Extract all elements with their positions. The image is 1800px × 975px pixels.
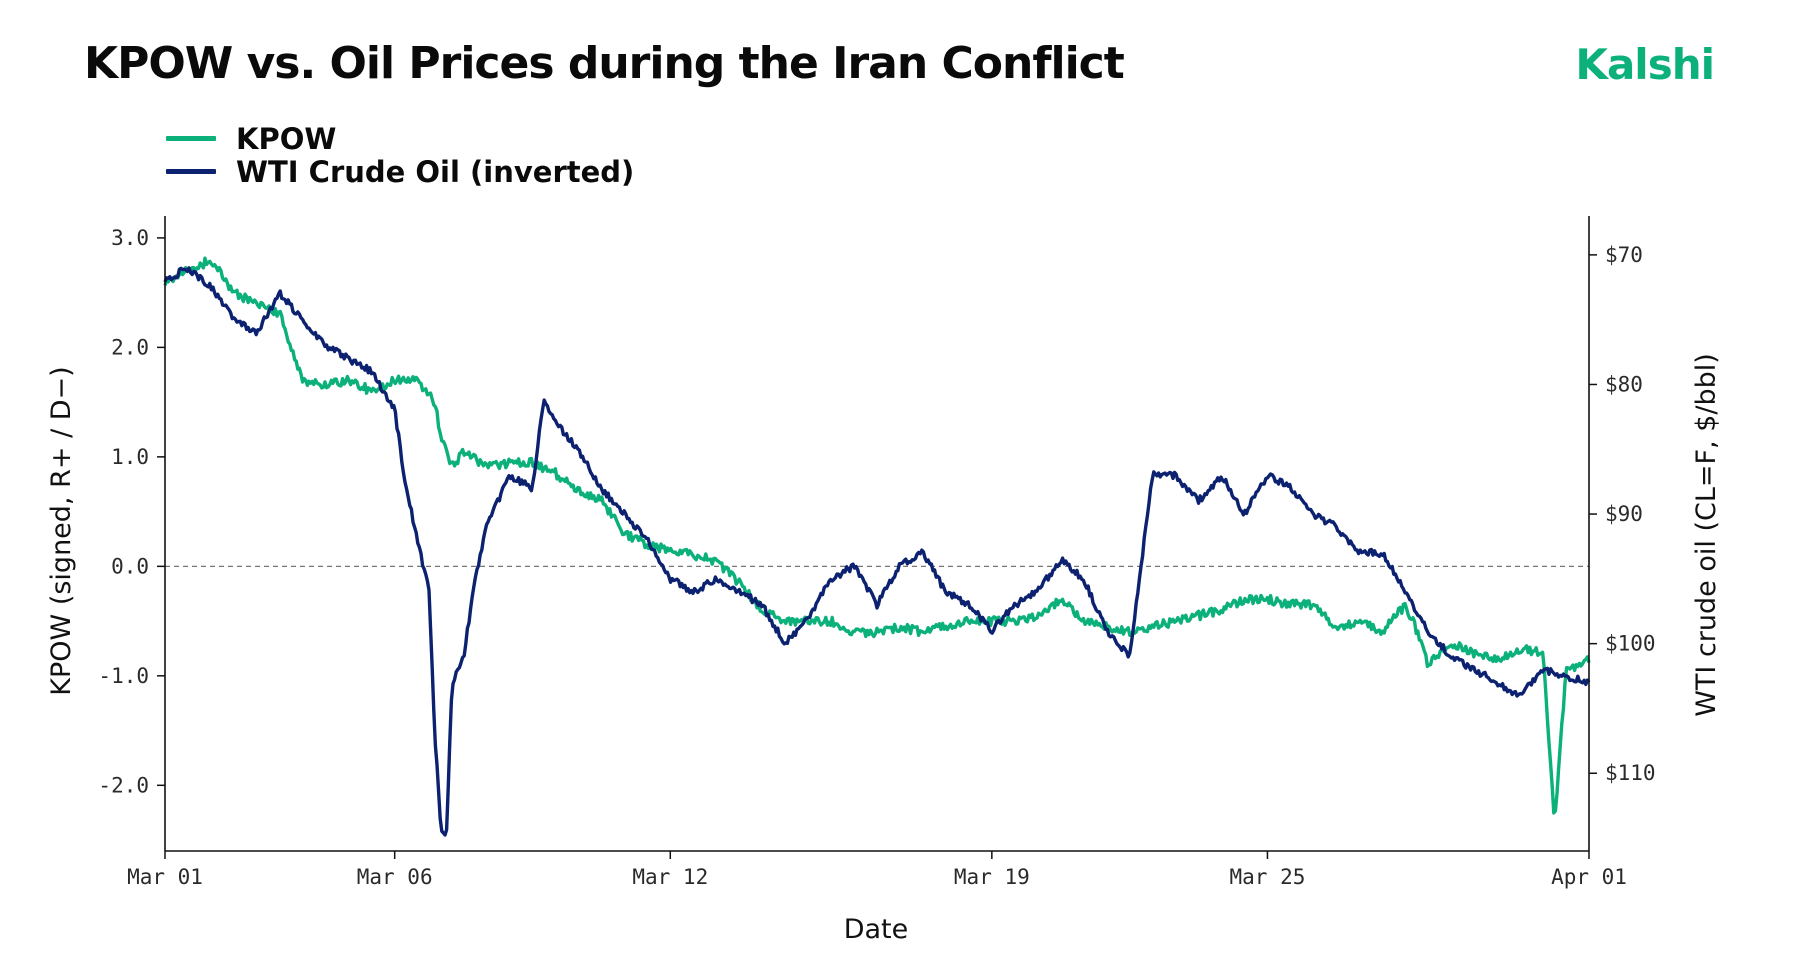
x-tick-label: Mar 25 <box>1230 865 1306 889</box>
legend-swatch-wti <box>166 169 216 174</box>
y2-axis-title: WTI crude oil (CL=F, $/bbl) <box>1691 353 1722 717</box>
y-tick-label: -1.0 <box>98 664 149 688</box>
y2-tick-label: $110 <box>1605 761 1656 785</box>
y2-tick-label: $100 <box>1605 632 1656 656</box>
x-tick-label: Apr 01 <box>1551 865 1627 889</box>
x-axis-title: Date <box>844 914 909 945</box>
legend-item-wti: WTI Crude Oil (inverted) <box>166 154 635 189</box>
legend-item-kpow: KPOW <box>166 121 634 156</box>
legend-label-wti: WTI Crude Oil (inverted) <box>236 154 635 189</box>
series-line-kpow <box>163 256 1591 815</box>
legend-label-kpow: KPOW <box>236 121 337 156</box>
legend-swatch-kpow <box>166 136 216 141</box>
x-tick-label: Mar 19 <box>954 865 1030 889</box>
y2-tick-label: $70 <box>1605 243 1643 267</box>
x-tick-label: Mar 12 <box>632 865 708 889</box>
y-tick-label: 2.0 <box>111 335 149 359</box>
chart-title: KPOW vs. Oil Prices during the Iran Conf… <box>84 38 1125 89</box>
y-tick-label: -2.0 <box>98 773 149 797</box>
brand-logo: Kalshi <box>1575 40 1715 89</box>
x-tick-label: Mar 06 <box>357 865 433 889</box>
legend: KPOW WTI Crude Oil (inverted) <box>166 121 635 189</box>
y-tick-label: 3.0 <box>111 226 149 250</box>
x-tick-label: Mar 01 <box>127 865 203 889</box>
y2-tick-label: $90 <box>1605 502 1643 526</box>
y2-tick-label: $80 <box>1605 372 1643 396</box>
y-tick-label: 0.0 <box>111 554 149 578</box>
y-tick-label: 1.0 <box>111 445 149 469</box>
series-line-wti <box>163 266 1591 837</box>
y-axis-title: KPOW (signed, R+ / D−) <box>46 366 77 695</box>
